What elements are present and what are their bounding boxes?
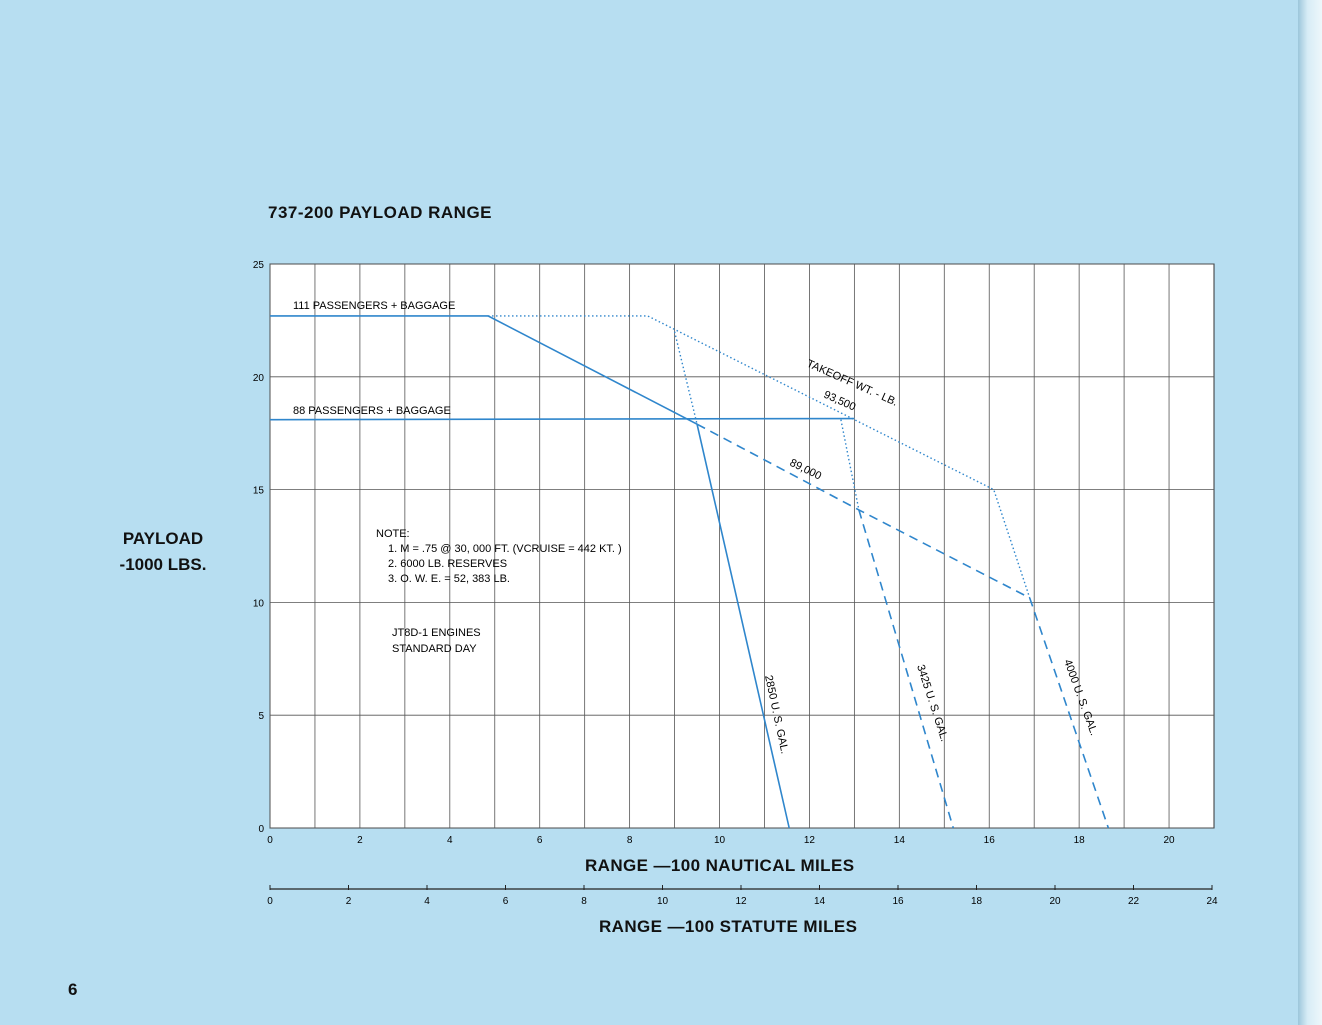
x-tick-label: 4 bbox=[447, 835, 453, 846]
series-line-5 bbox=[1028, 597, 1110, 829]
label-111-passengers: 111 PASSENGERS + BAGGAGE bbox=[293, 300, 455, 312]
x2-tick-label: 10 bbox=[657, 896, 669, 907]
y-tick-label: 15 bbox=[253, 486, 265, 497]
x2-tick-label: 6 bbox=[503, 896, 509, 907]
x2-tick-label: 4 bbox=[424, 896, 430, 907]
x-tick-label: 16 bbox=[984, 835, 996, 846]
note-3: 3. O. W. E. = 52, 383 LB. bbox=[388, 573, 510, 585]
y-tick-label: 0 bbox=[258, 824, 264, 835]
page-edge bbox=[1298, 0, 1322, 1025]
standard-day-label: STANDARD DAY bbox=[392, 643, 477, 655]
x-tick-label: 2 bbox=[357, 835, 363, 846]
x-tick-label: 18 bbox=[1074, 835, 1086, 846]
chart-title: 737-200 PAYLOAD RANGE bbox=[268, 203, 493, 222]
x2-tick-label: 20 bbox=[1049, 896, 1061, 907]
x2-axis-label: RANGE —100 STATUTE MILES bbox=[599, 917, 858, 936]
x2-tick-label: 22 bbox=[1128, 896, 1140, 907]
engines-label: JT8D-1 ENGINES bbox=[392, 627, 481, 639]
x-axis-label: RANGE —100 NAUTICAL MILES bbox=[585, 856, 855, 875]
x2-tick-label: 16 bbox=[892, 896, 904, 907]
label-88-passengers: 88 PASSENGERS + BAGGAGE bbox=[293, 405, 451, 417]
note-1: 1. M = .75 @ 30, 000 FT. (VCRUISE = 442 … bbox=[388, 543, 622, 555]
x2-tick-label: 8 bbox=[581, 896, 587, 907]
x-tick-label: 6 bbox=[537, 835, 543, 846]
x-tick-label: 10 bbox=[714, 835, 726, 846]
y-axis-label: PAYLOAD -1000 LBS. bbox=[119, 529, 207, 574]
note-2: 2. 6000 LB. RESERVES bbox=[388, 558, 507, 570]
page-number: 6 bbox=[68, 980, 78, 999]
x-tick-label: 0 bbox=[267, 835, 273, 846]
series-line-4 bbox=[858, 509, 955, 829]
y-tick-label: 10 bbox=[253, 598, 265, 609]
series-line-6 bbox=[488, 315, 1031, 599]
x2-tick-label: 18 bbox=[971, 896, 983, 907]
x-tick-label: 8 bbox=[627, 835, 633, 846]
y-tick-label: 20 bbox=[253, 373, 265, 384]
x2-tick-label: 0 bbox=[267, 896, 273, 907]
x2-tick-label: 2 bbox=[346, 896, 352, 907]
plot-area bbox=[269, 263, 1215, 829]
series-line-1 bbox=[269, 417, 855, 421]
series-line-8 bbox=[840, 419, 860, 511]
y-tick-label: 5 bbox=[258, 711, 264, 722]
x2-tick-label: 12 bbox=[735, 896, 747, 907]
x2-tick-label: 24 bbox=[1206, 896, 1218, 907]
x-tick-label: 12 bbox=[804, 835, 816, 846]
y-tick-label: 25 bbox=[253, 260, 265, 271]
x2-tick-label: 14 bbox=[814, 896, 826, 907]
x-tick-label: 14 bbox=[894, 835, 906, 846]
x-tick-label: 20 bbox=[1163, 835, 1175, 846]
note-title: NOTE: bbox=[376, 528, 410, 540]
